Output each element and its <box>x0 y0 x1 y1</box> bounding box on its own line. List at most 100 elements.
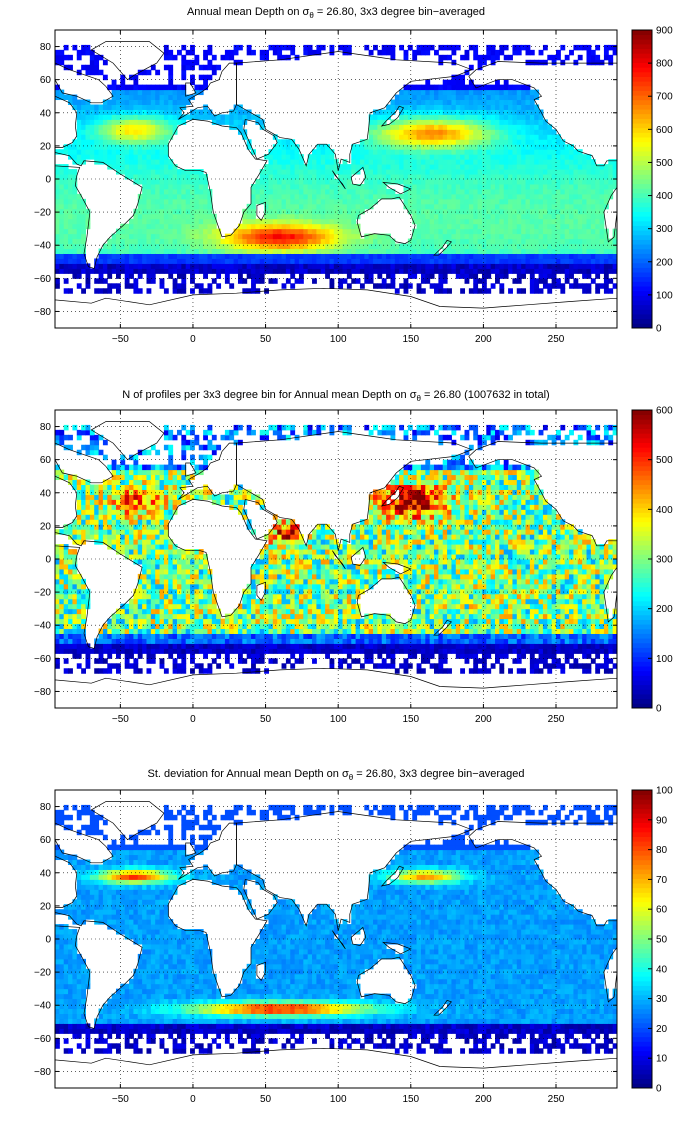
bin-cell <box>55 263 60 269</box>
bin-cell <box>94 449 100 456</box>
bin-cell <box>102 494 108 500</box>
bin-cell <box>81 509 86 515</box>
bin-cell <box>124 268 130 274</box>
bin-cell <box>102 59 108 66</box>
bin-cell <box>551 268 557 274</box>
bin-cell <box>407 164 413 170</box>
bin-cell <box>364 278 370 284</box>
bin-cell <box>137 668 143 674</box>
bin-cell <box>564 198 570 205</box>
bin-cell <box>455 104 461 110</box>
bin-cell <box>142 223 147 230</box>
bin-cell <box>194 248 200 254</box>
bin-cell <box>98 529 104 535</box>
bin-cell <box>521 144 527 150</box>
bin-cell <box>599 218 605 225</box>
bin-cell <box>468 144 474 150</box>
bin-cell <box>407 94 413 101</box>
bin-cell <box>438 179 444 185</box>
bin-cell <box>107 109 113 115</box>
bin-cell <box>307 258 313 264</box>
bin-cell <box>185 248 191 254</box>
bin-cell <box>59 583 65 590</box>
bin-cell <box>72 643 78 649</box>
bin-cell <box>429 238 435 245</box>
bin-cell <box>137 499 143 505</box>
bin-cell <box>142 228 147 235</box>
bin-cell <box>194 243 200 250</box>
bin-cell <box>495 134 500 140</box>
bin-cell <box>94 268 100 274</box>
bin-cell <box>146 164 152 170</box>
bin-cell <box>403 193 409 200</box>
bin-cell <box>325 193 330 200</box>
colorbar-step <box>632 76 652 82</box>
bin-cell <box>556 188 561 195</box>
bin-cell <box>242 238 248 245</box>
bin-cell <box>525 104 531 110</box>
bin-cell <box>155 603 161 610</box>
bin-cell <box>59 223 65 230</box>
bin-cell <box>268 193 274 200</box>
bin-cell <box>464 278 470 284</box>
bin-cell <box>394 154 400 160</box>
bin-cell <box>368 183 374 190</box>
bin-cell <box>451 154 457 160</box>
bin-cell <box>499 198 505 205</box>
bin-cell <box>525 139 531 145</box>
bin-cell <box>495 278 500 284</box>
bin-cell <box>355 183 361 190</box>
bin-cell <box>233 233 239 240</box>
bin-cell <box>155 608 161 615</box>
bin-cell <box>377 248 383 254</box>
bin-cell <box>303 228 309 235</box>
bin-cell <box>542 213 548 220</box>
bin-cell <box>111 129 117 135</box>
bin-cell <box>603 183 609 190</box>
bin-cell <box>159 263 165 269</box>
bin-cell <box>495 154 500 160</box>
bin-cell <box>251 273 256 279</box>
bin-cell <box>577 218 583 225</box>
bin-cell <box>137 159 143 165</box>
bin-cell <box>412 203 418 210</box>
bin-cell <box>111 99 117 105</box>
bin-cell <box>477 59 483 66</box>
colorbar-step <box>632 258 652 264</box>
bin-cell <box>207 203 213 210</box>
bin-cell <box>551 208 557 215</box>
bin-cell <box>259 263 265 269</box>
bin-cell <box>146 263 152 269</box>
bin-cell <box>111 504 117 510</box>
bin-cell <box>159 99 165 105</box>
bin-cell <box>556 218 561 225</box>
bin-cell <box>81 479 86 485</box>
bin-cell <box>499 99 505 105</box>
bin-cell <box>316 159 322 165</box>
bin-cell <box>560 258 566 264</box>
bin-cell <box>94 134 100 140</box>
bin-cell <box>468 198 474 205</box>
bin-cell <box>503 104 509 110</box>
bin-cell <box>390 144 396 150</box>
bin-cell <box>255 288 261 294</box>
bin-cell <box>216 248 222 254</box>
bin-cell <box>168 69 174 76</box>
bin-cell <box>124 233 130 240</box>
bin-cell <box>251 278 256 284</box>
bin-cell <box>68 554 73 560</box>
bin-cell <box>150 263 156 269</box>
bin-cell <box>512 243 518 250</box>
colorbar-step <box>632 165 652 171</box>
bin-cell <box>246 203 252 210</box>
bin-cell <box>146 568 152 575</box>
bin-cell <box>386 169 391 175</box>
bin-cell <box>359 243 365 250</box>
bin-cell <box>159 129 165 135</box>
bin-cell <box>142 509 147 515</box>
bin-cell <box>159 598 165 605</box>
bin-cell <box>386 238 391 245</box>
bin-cell <box>133 253 139 259</box>
bin-cell <box>76 124 82 130</box>
bin-cell <box>538 213 544 220</box>
